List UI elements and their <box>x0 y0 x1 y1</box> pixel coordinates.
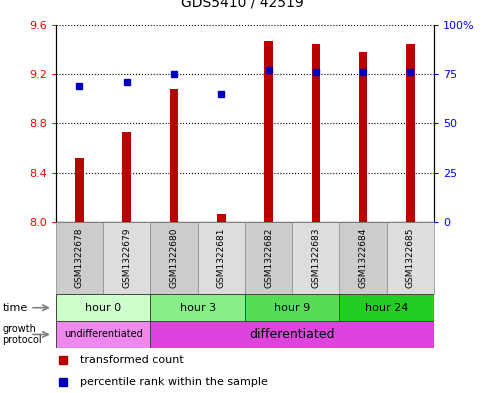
Bar <box>386 222 433 294</box>
Text: undifferentiated: undifferentiated <box>63 329 142 340</box>
Text: time: time <box>2 303 28 313</box>
Text: GDS5410 / 42519: GDS5410 / 42519 <box>181 0 303 9</box>
Text: hour 9: hour 9 <box>273 303 310 313</box>
Text: hour 24: hour 24 <box>364 303 408 313</box>
Bar <box>75 158 84 222</box>
Bar <box>122 132 131 222</box>
Bar <box>339 222 386 294</box>
Text: GSM1322685: GSM1322685 <box>405 228 414 288</box>
Bar <box>103 222 150 294</box>
Text: transformed count: transformed count <box>80 355 184 365</box>
Bar <box>244 222 291 294</box>
Bar <box>56 321 150 348</box>
Text: GSM1322682: GSM1322682 <box>263 228 272 288</box>
Bar <box>244 294 339 321</box>
Bar <box>216 214 225 222</box>
Text: GSM1322680: GSM1322680 <box>169 228 178 288</box>
Text: hour 3: hour 3 <box>179 303 215 313</box>
Text: percentile rank within the sample: percentile rank within the sample <box>80 377 268 387</box>
Bar <box>264 41 272 222</box>
Bar <box>150 222 197 294</box>
Text: GSM1322679: GSM1322679 <box>122 228 131 288</box>
Text: GSM1322678: GSM1322678 <box>75 228 84 288</box>
Text: GSM1322684: GSM1322684 <box>358 228 367 288</box>
Bar <box>56 222 103 294</box>
Bar <box>169 89 178 222</box>
Bar <box>197 222 244 294</box>
Bar <box>339 294 433 321</box>
Text: differentiated: differentiated <box>249 328 334 341</box>
Text: GSM1322683: GSM1322683 <box>311 228 320 288</box>
Bar <box>56 294 150 321</box>
Bar <box>311 44 319 222</box>
Text: hour 0: hour 0 <box>85 303 121 313</box>
Bar <box>358 52 367 222</box>
Text: growth
protocol: growth protocol <box>2 324 42 345</box>
Bar <box>150 294 244 321</box>
Bar <box>405 44 414 222</box>
Text: GSM1322681: GSM1322681 <box>216 228 226 288</box>
Bar <box>291 222 339 294</box>
Bar <box>150 321 433 348</box>
